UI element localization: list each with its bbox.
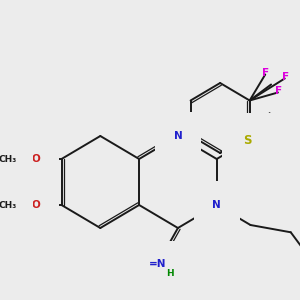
Text: N: N xyxy=(173,131,182,141)
Text: N: N xyxy=(212,200,221,210)
Text: F: F xyxy=(282,71,289,82)
Text: O: O xyxy=(31,200,40,210)
Text: S: S xyxy=(243,134,251,148)
Text: F: F xyxy=(275,86,282,97)
Text: O: O xyxy=(31,154,40,164)
Text: CH₃: CH₃ xyxy=(0,200,16,209)
Text: H: H xyxy=(166,269,174,278)
Text: CH₃: CH₃ xyxy=(0,154,16,164)
Text: F: F xyxy=(262,68,269,77)
Text: =N: =N xyxy=(149,260,166,269)
